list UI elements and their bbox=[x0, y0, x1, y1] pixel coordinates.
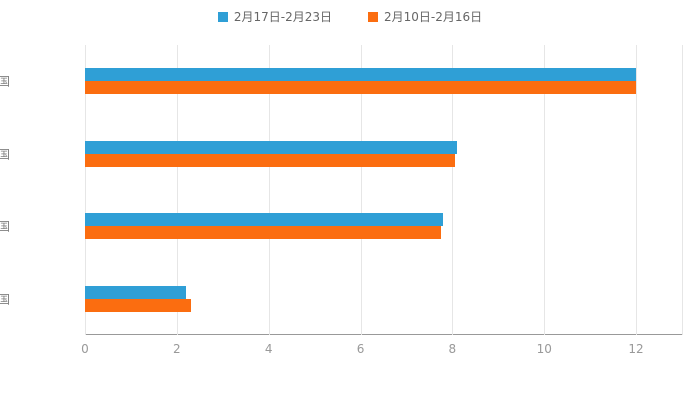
bar-中国-series2 bbox=[85, 298, 191, 312]
x-tick-label-0: 0 bbox=[81, 342, 89, 356]
legend-label-series2: 2月10日-2月16日 bbox=[384, 10, 483, 24]
gridline-x-10 bbox=[544, 45, 546, 335]
legend-label-series1: 2月17日-2月23日 bbox=[233, 10, 332, 24]
gridline-x-0 bbox=[85, 45, 86, 335]
gridline-x-12 bbox=[636, 45, 638, 335]
gridline-x-8 bbox=[452, 45, 454, 335]
y-category-label-3: 德国 bbox=[0, 219, 10, 234]
x-tick-labels: 0 2 4 6 8 10 12 bbox=[81, 342, 682, 358]
x-tick-label-6: 6 bbox=[356, 342, 365, 356]
x-tick-label-10: 10 bbox=[536, 342, 552, 356]
x-tick-label-8: 8 bbox=[448, 342, 457, 356]
bar-英国-series1 bbox=[85, 140, 457, 154]
y-category-label-1: 美国 bbox=[0, 74, 10, 89]
gridline-x-2 bbox=[176, 45, 178, 335]
x-tick-label-4: 4 bbox=[264, 342, 273, 356]
y-category-label-4: 中国 bbox=[0, 292, 10, 307]
gridline-right-edge bbox=[682, 45, 683, 335]
bar-group-2 bbox=[85, 140, 682, 167]
bar-美国-series1 bbox=[85, 68, 637, 82]
bar-德国-series1 bbox=[85, 213, 444, 227]
gridline-x-6 bbox=[360, 45, 362, 335]
gridline-x-4 bbox=[268, 45, 270, 335]
bar-group-3 bbox=[85, 213, 682, 240]
x-tick-label-12: 12 bbox=[628, 342, 644, 356]
bar-美国-series2 bbox=[85, 81, 637, 95]
bar-group-1 bbox=[85, 68, 682, 95]
x-tick-label-2: 2 bbox=[173, 342, 181, 356]
x-axis-line bbox=[85, 334, 682, 335]
legend-item-series1[interactable]: 2月17日-2月23日 bbox=[217, 8, 332, 25]
bar-德国-series2 bbox=[85, 226, 441, 240]
legend-swatch-blue-icon bbox=[217, 11, 228, 22]
legend-swatch-orange-icon bbox=[368, 11, 378, 22]
bar-group-4 bbox=[85, 285, 682, 312]
chart-legend: 2月17日-2月23日 2月10日-2月16日 bbox=[0, 8, 700, 25]
y-category-label-2: 英国 bbox=[0, 147, 10, 162]
legend-item-series2[interactable]: 2月10日-2月16日 bbox=[368, 8, 482, 25]
bar-英国-series2 bbox=[85, 153, 455, 167]
bar-中国-series1 bbox=[85, 285, 187, 299]
plot-area bbox=[85, 45, 683, 335]
